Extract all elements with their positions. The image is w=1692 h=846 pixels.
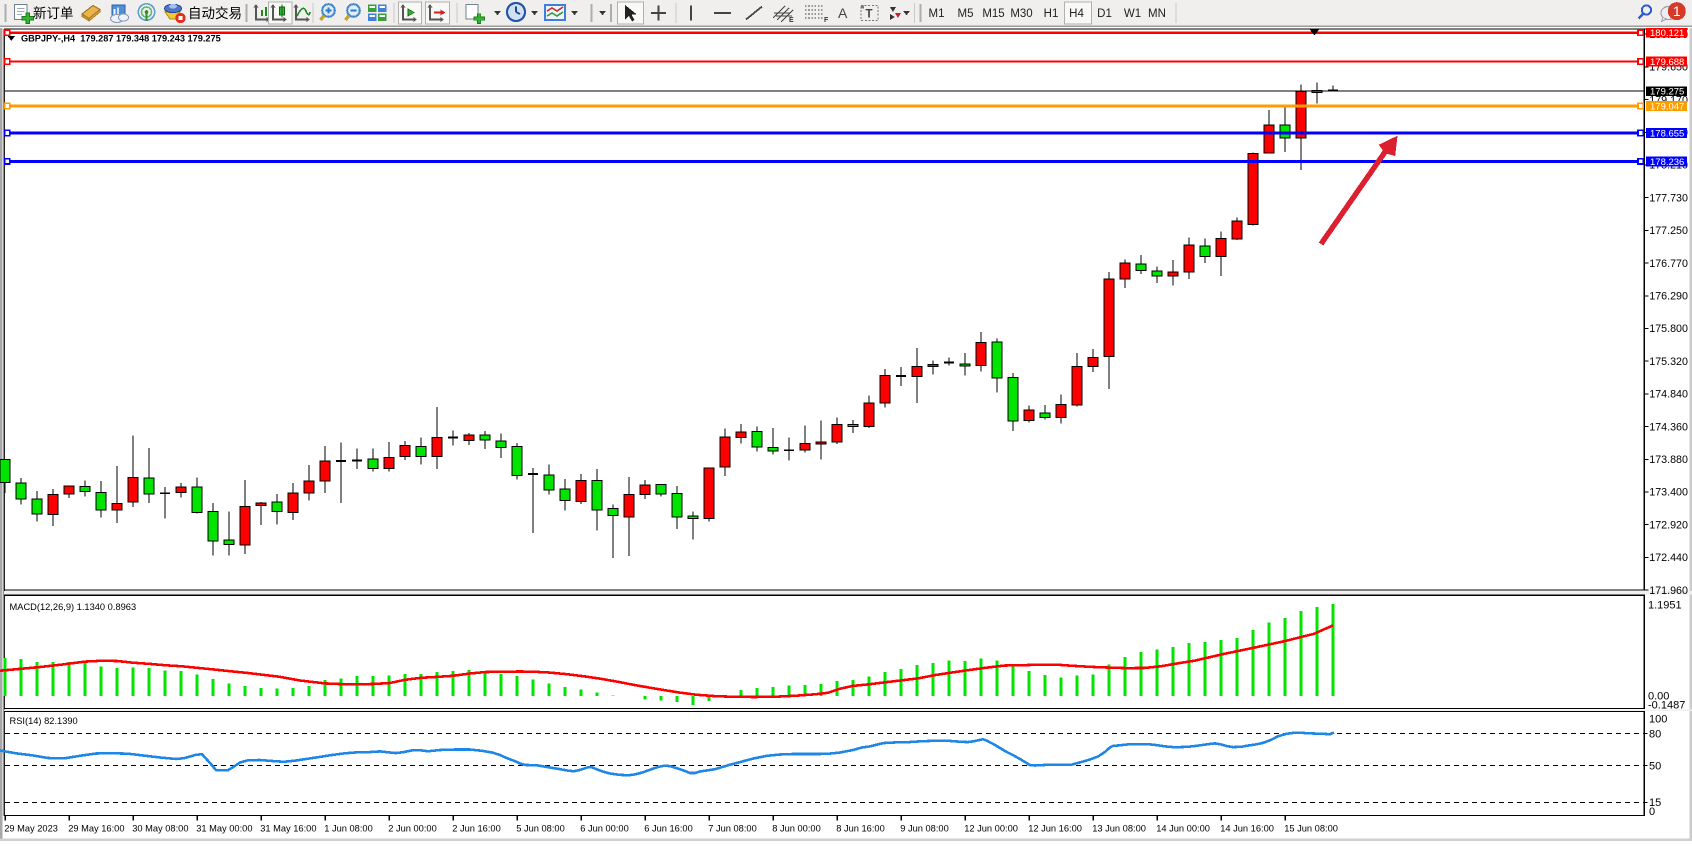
svg-text:177.250: 177.250 bbox=[1649, 225, 1688, 237]
svg-text:MACD(12,26,9) 1.1340 0.8963: MACD(12,26,9) 1.1340 0.8963 bbox=[10, 602, 137, 612]
svg-text:1.1951: 1.1951 bbox=[1648, 600, 1682, 612]
svg-text:W1: W1 bbox=[1124, 8, 1141, 20]
svg-text:174.840: 174.840 bbox=[1649, 389, 1688, 401]
svg-text:175.800: 175.800 bbox=[1649, 323, 1688, 335]
svg-text:100: 100 bbox=[1649, 714, 1667, 726]
svg-text:新订单: 新订单 bbox=[33, 6, 74, 21]
svg-text:6 Jun 16:00: 6 Jun 16:00 bbox=[644, 824, 693, 834]
svg-text:178.655: 178.655 bbox=[1650, 128, 1684, 139]
svg-text:8 Jun 16:00: 8 Jun 16:00 bbox=[836, 824, 885, 834]
svg-text:179.688: 179.688 bbox=[1650, 57, 1684, 68]
svg-text:80: 80 bbox=[1649, 728, 1661, 740]
svg-text:0: 0 bbox=[1649, 806, 1655, 818]
svg-text:31 May 16:00: 31 May 16:00 bbox=[260, 824, 316, 834]
svg-text:7 Jun 08:00: 7 Jun 08:00 bbox=[708, 824, 757, 834]
svg-text:13 Jun 08:00: 13 Jun 08:00 bbox=[1092, 824, 1146, 834]
svg-text:H4: H4 bbox=[1069, 8, 1084, 20]
svg-text:M30: M30 bbox=[1010, 8, 1032, 20]
svg-text:173.400: 173.400 bbox=[1649, 487, 1688, 499]
svg-text:M5: M5 bbox=[958, 8, 974, 20]
svg-text:176.290: 176.290 bbox=[1649, 291, 1688, 303]
svg-text:8 Jun 00:00: 8 Jun 00:00 bbox=[772, 824, 821, 834]
svg-text:172.920: 172.920 bbox=[1649, 519, 1688, 531]
svg-text:-0.1487: -0.1487 bbox=[1648, 700, 1685, 712]
svg-text:自动交易: 自动交易 bbox=[188, 5, 242, 21]
svg-text:6 Jun 00:00: 6 Jun 00:00 bbox=[580, 824, 629, 834]
svg-text:MN: MN bbox=[1148, 8, 1166, 20]
svg-text:M15: M15 bbox=[982, 8, 1004, 20]
svg-text:9 Jun 08:00: 9 Jun 08:00 bbox=[900, 824, 949, 834]
svg-text:173.880: 173.880 bbox=[1649, 454, 1688, 466]
svg-text:1 Jun 08:00: 1 Jun 08:00 bbox=[324, 824, 373, 834]
svg-text:14 Jun 16:00: 14 Jun 16:00 bbox=[1220, 824, 1274, 834]
svg-text:1: 1 bbox=[1673, 3, 1681, 19]
svg-text:178.236: 178.236 bbox=[1650, 157, 1684, 168]
svg-text:30 May 08:00: 30 May 08:00 bbox=[132, 824, 188, 834]
svg-text:180.121: 180.121 bbox=[1650, 28, 1684, 39]
svg-text:D1: D1 bbox=[1097, 8, 1112, 20]
svg-text:M1: M1 bbox=[929, 8, 945, 20]
svg-text:179.275: 179.275 bbox=[1650, 87, 1684, 98]
svg-text:31 May 00:00: 31 May 00:00 bbox=[196, 824, 252, 834]
svg-text:E: E bbox=[789, 17, 794, 24]
svg-text:H1: H1 bbox=[1044, 8, 1059, 20]
svg-text:14 Jun 00:00: 14 Jun 00:00 bbox=[1156, 824, 1210, 834]
svg-text:2 Jun 00:00: 2 Jun 00:00 bbox=[388, 824, 437, 834]
svg-text:RSI(14) 82.1390: RSI(14) 82.1390 bbox=[10, 716, 78, 726]
svg-text:177.730: 177.730 bbox=[1649, 192, 1688, 204]
svg-text:174.360: 174.360 bbox=[1649, 421, 1688, 433]
svg-text:2 Jun 16:00: 2 Jun 16:00 bbox=[452, 824, 501, 834]
svg-text:171.960: 171.960 bbox=[1649, 585, 1688, 597]
svg-text:GBPJPY-,H4 179.287 179.348 17: GBPJPY-,H4 179.287 179.348 179.243 179.2… bbox=[21, 34, 221, 44]
svg-text:29 May 2023: 29 May 2023 bbox=[4, 824, 58, 834]
svg-text:29 May 16:00: 29 May 16:00 bbox=[68, 824, 124, 834]
svg-text:F: F bbox=[824, 17, 829, 24]
svg-text:A: A bbox=[838, 5, 848, 21]
svg-text:50: 50 bbox=[1649, 761, 1661, 773]
svg-text:176.770: 176.770 bbox=[1649, 258, 1688, 270]
svg-text:5 Jun 08:00: 5 Jun 08:00 bbox=[516, 824, 565, 834]
svg-text:172.440: 172.440 bbox=[1649, 552, 1688, 564]
svg-text:T: T bbox=[866, 9, 873, 21]
svg-text:12 Jun 00:00: 12 Jun 00:00 bbox=[964, 824, 1018, 834]
svg-text:12 Jun 16:00: 12 Jun 16:00 bbox=[1028, 824, 1082, 834]
svg-text:15 Jun 08:00: 15 Jun 08:00 bbox=[1284, 824, 1338, 834]
svg-text:179.047: 179.047 bbox=[1650, 101, 1684, 112]
svg-text:175.320: 175.320 bbox=[1649, 356, 1688, 368]
